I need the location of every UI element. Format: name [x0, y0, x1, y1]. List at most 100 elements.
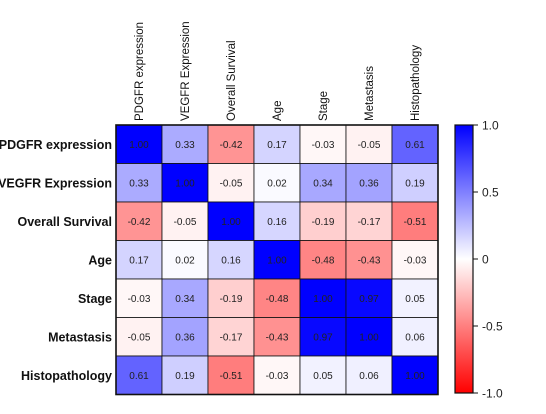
heatmap-cell: [115, 240, 163, 280]
cell-value-label: 0.33: [129, 178, 149, 189]
cell-value-label: 1.00: [221, 217, 241, 228]
row-label: Histopathology: [21, 369, 112, 383]
cell-value-label: 0.97: [313, 332, 333, 343]
heatmap-cells: 1.00 0.33 -0.42 0.17 -0.03 -0.05 0.61 0.33 1.00 -…: [115, 124, 439, 395]
column-labels: PDGFR expression VEGFR Expression Overall …: [134, 21, 422, 121]
heatmap-cell: [345, 124, 393, 164]
heatmap-cell: [345, 240, 393, 280]
row-label: Stage: [78, 292, 112, 306]
cell-value-label: -0.51: [404, 217, 427, 228]
colorbar-tick-label: -1.0: [482, 387, 503, 401]
cell-value-label: -0.43: [266, 332, 289, 343]
heatmap-cell: [299, 201, 347, 241]
cell-value-label: -0.42: [128, 217, 151, 228]
cell-value-label: 0.17: [129, 255, 149, 266]
heatmap-cell: [253, 201, 301, 241]
heatmap-cell: [115, 278, 163, 318]
heatmap-cell: [161, 124, 209, 164]
cell-value-label: -0.03: [266, 371, 289, 382]
column-label: Stage: [318, 91, 330, 121]
column-label: Age: [272, 101, 284, 121]
cell-value-label: 0.05: [405, 294, 425, 305]
heatmap-cell: [253, 355, 301, 395]
cell-value-label: 0.34: [313, 178, 333, 189]
colorbar-tick-label: 1.0: [482, 119, 499, 133]
colorbar-gradient: [454, 124, 474, 394]
heatmap-cell: [115, 355, 163, 395]
cell-value-label: 0.19: [405, 178, 425, 189]
cell-value-label: 0.02: [267, 178, 287, 189]
heatmap-cell: [391, 355, 439, 395]
cell-value-label: -0.48: [266, 294, 289, 305]
colorbar-tick-label: 0.5: [482, 186, 499, 200]
cell-value-label: 0.34: [175, 294, 195, 305]
row-label: Age: [88, 253, 112, 267]
row-label: VEGFR Expression: [0, 176, 112, 190]
cell-value-label: 0.16: [267, 217, 287, 228]
cell-value-label: -0.03: [404, 255, 427, 266]
cell-value-label: 0.19: [175, 371, 195, 382]
heatmap-cell: [299, 163, 347, 203]
heatmap-cell: [161, 317, 209, 357]
heatmap-cell: [391, 317, 439, 357]
cell-value-label: 0.36: [359, 178, 379, 189]
heatmap-cell: [345, 355, 393, 395]
cell-value-label: 0.02: [175, 255, 195, 266]
heatmap-cell: [161, 201, 209, 241]
cell-value-label: 0.97: [359, 294, 379, 305]
cell-value-label: -0.51: [220, 371, 243, 382]
cell-value-label: 0.61: [129, 371, 149, 382]
column-label: Overall Survival: [226, 40, 238, 121]
cell-value-label: -0.48: [312, 255, 335, 266]
heatmap-cell: [207, 355, 255, 395]
heatmap-cell: [115, 124, 163, 164]
cell-value-label: 1.00: [313, 294, 333, 305]
column-label: Histopathology: [410, 45, 422, 121]
heatmap-cell: [299, 355, 347, 395]
heatmap-cell: [207, 278, 255, 318]
row-label: PDGFR expression: [0, 138, 112, 152]
colorbar-tick-label: 0: [482, 253, 489, 267]
row-label: Overall Survival: [17, 215, 112, 229]
cell-value-label: 1.00: [359, 332, 379, 343]
cell-value-label: 1.00: [405, 371, 425, 382]
heatmap-border: [115, 124, 439, 396]
cell-value-label: -0.03: [312, 140, 335, 151]
cell-value-label: -0.05: [358, 140, 381, 151]
column-label: PDGFR expression: [134, 22, 146, 121]
colorbar: 1.0 0.5 0 -0.5 -1.0: [454, 119, 503, 401]
cell-value-label: -0.19: [312, 217, 335, 228]
cell-value-label: -0.05: [174, 217, 197, 228]
cell-value-label: -0.17: [220, 332, 243, 343]
heatmap-cell: [115, 317, 163, 357]
heatmap-cell: [299, 317, 347, 357]
cell-value-label: 1.00: [267, 255, 287, 266]
heatmap-cell: [391, 201, 439, 241]
cell-value-label: -0.42: [220, 140, 243, 151]
heatmap-cell: [207, 201, 255, 241]
heatmap-cell: [391, 240, 439, 280]
row-label: Metastasis: [48, 330, 112, 344]
heatmap-cell: [253, 317, 301, 357]
cell-value-label: 1.00: [175, 178, 195, 189]
column-label: Metastasis: [364, 66, 376, 121]
heatmap-cell: [207, 163, 255, 203]
heatmap-cell: [345, 201, 393, 241]
row-labels: PDGFR expression VEGFR Expression Overall …: [0, 138, 112, 383]
heatmap-cell: [161, 240, 209, 280]
cell-value-label: -0.05: [128, 332, 151, 343]
heatmap-cell: [391, 163, 439, 203]
cell-value-label: 0.16: [221, 255, 241, 266]
cell-value-label: 0.17: [267, 140, 287, 151]
cell-value-label: 0.33: [175, 140, 195, 151]
cell-value-label: 0.05: [313, 371, 333, 382]
colorbar-tick-label: -0.5: [482, 320, 503, 334]
cell-value-label: 0.61: [405, 140, 425, 151]
cell-value-label: 0.06: [405, 332, 425, 343]
heatmap-cell: [253, 240, 301, 280]
column-label: VEGFR Expression: [180, 21, 192, 121]
cell-value-label: -0.43: [358, 255, 381, 266]
cell-value-label: 0.36: [175, 332, 195, 343]
cell-value-label: 1.00: [129, 140, 149, 151]
